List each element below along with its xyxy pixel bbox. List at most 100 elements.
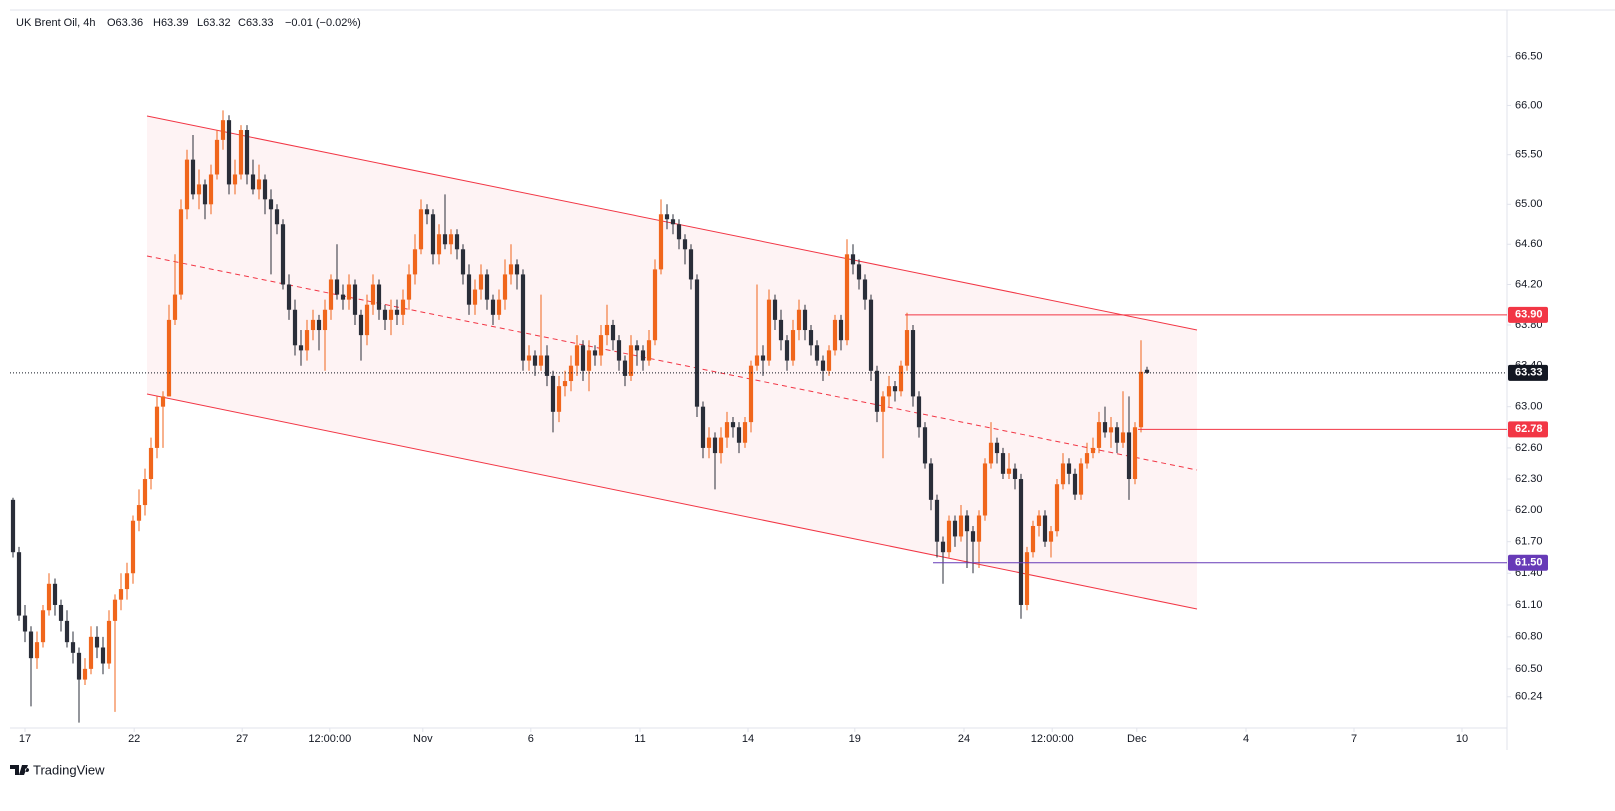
candle-body	[856, 264, 862, 280]
y-tick-label: 60.50	[1515, 663, 1543, 675]
candle-body	[748, 365, 754, 423]
candle-body	[754, 355, 760, 366]
candle-body	[808, 330, 814, 346]
candle-body	[256, 179, 262, 190]
candle-body	[112, 599, 118, 621]
candle-body	[1120, 432, 1126, 443]
candle-body	[868, 299, 874, 371]
candle-body	[448, 234, 454, 245]
candle-body	[934, 499, 940, 542]
candle-body	[82, 668, 88, 680]
candle-body	[964, 515, 970, 532]
candle-body	[46, 583, 52, 611]
channel-mid	[146, 255, 1198, 471]
candle-body	[724, 422, 730, 438]
candle-body	[28, 631, 34, 659]
y-tick-label: 61.10	[1515, 599, 1543, 611]
candle-body	[346, 284, 352, 300]
x-tick-label: 17	[19, 733, 31, 745]
candle-body	[700, 406, 706, 448]
candle-body	[382, 309, 388, 320]
candle-body	[844, 254, 850, 341]
candle-body	[406, 274, 412, 300]
candle-body	[424, 209, 430, 215]
candle-body	[1054, 484, 1060, 532]
candle-body	[760, 355, 766, 361]
x-tick-label: 7	[1351, 733, 1357, 745]
candle-body	[862, 279, 868, 300]
candle-body	[484, 274, 490, 300]
candle-body	[544, 355, 550, 376]
candle-body	[502, 274, 508, 300]
candle-body	[514, 264, 520, 275]
candle-body	[22, 615, 28, 632]
candle-body	[694, 279, 700, 407]
change: −0.01 (−0.02%)	[285, 17, 361, 29]
candle-body	[1126, 432, 1132, 480]
candle-body	[1108, 427, 1114, 433]
x-tick-label: 12:00:00	[308, 733, 351, 745]
candle-body	[670, 219, 676, 225]
candle-body	[766, 299, 772, 361]
candle-body	[892, 386, 898, 392]
candle-body	[946, 520, 952, 553]
y-tick-label: 60.80	[1515, 631, 1543, 643]
candle-body	[778, 319, 784, 341]
candle-body	[40, 610, 46, 643]
candle-body	[604, 324, 610, 336]
candle-body	[790, 330, 796, 361]
candle-body	[1114, 427, 1120, 443]
candle-body	[334, 279, 340, 295]
candle-body	[784, 340, 790, 361]
candle-body	[442, 234, 448, 245]
candle-body	[322, 309, 328, 331]
candle-body	[970, 531, 976, 542]
candle-body	[1072, 473, 1078, 495]
candle-body	[58, 604, 64, 621]
candle-body	[658, 214, 664, 270]
price-line-box	[1508, 306, 1548, 323]
candle-body	[874, 370, 880, 412]
candle-body	[496, 299, 502, 315]
candle-body	[850, 254, 856, 265]
x-tick-label: 12:00:00	[1031, 733, 1074, 745]
candle-body	[226, 120, 232, 185]
candle-body	[34, 642, 40, 659]
candle-body	[682, 239, 688, 250]
candle-body	[736, 427, 742, 443]
candle-body	[184, 159, 190, 210]
candle-body	[1006, 468, 1012, 474]
candle-body	[388, 309, 394, 320]
candle-body	[532, 355, 538, 366]
candle-body	[1090, 447, 1096, 454]
candle-body	[142, 479, 148, 506]
candle-body	[676, 224, 682, 240]
x-tick-label: 11	[634, 733, 645, 745]
candle-body	[562, 381, 568, 387]
candle-body	[214, 139, 220, 175]
candle-body	[292, 309, 298, 346]
candle-body	[1024, 552, 1030, 605]
candle-body	[580, 345, 586, 371]
candle-body	[520, 274, 526, 361]
y-tick-label: 63.00	[1515, 401, 1543, 413]
candle-body	[598, 335, 604, 356]
candle-body	[1132, 427, 1138, 480]
candle-body	[364, 304, 370, 336]
candle-body	[232, 174, 238, 185]
high: H63.39	[153, 17, 188, 29]
marks: 60.2460.5060.8061.1061.4061.7062.0062.30…	[10, 50, 1548, 745]
candle-body	[94, 636, 100, 648]
candle-body	[352, 284, 358, 315]
x-tick-label: 19	[849, 733, 861, 745]
candle-body	[196, 184, 202, 195]
candle-body	[376, 284, 382, 310]
candle-body	[592, 350, 598, 356]
candle-body	[280, 224, 286, 285]
candle-body	[316, 319, 322, 331]
candle-body	[10, 499, 16, 553]
candle-body	[952, 520, 958, 537]
candle-body	[898, 365, 904, 392]
